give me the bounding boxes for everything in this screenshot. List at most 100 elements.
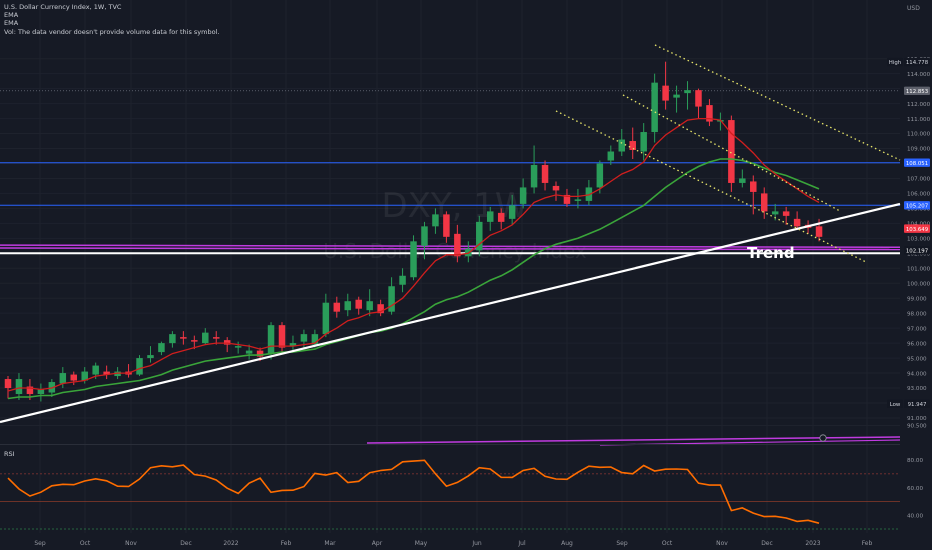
time-tick: Dec: [180, 540, 192, 547]
rsi-tick: 40.00: [907, 513, 923, 519]
candle-up[interactable]: [344, 301, 352, 311]
candle-up[interactable]: [59, 373, 67, 384]
candle-up[interactable]: [640, 132, 647, 152]
candle-up[interactable]: [169, 334, 176, 344]
candle-up[interactable]: [519, 187, 527, 204]
volume-note: Vol: The data vendor doesn't provide vol…: [4, 27, 220, 36]
candle-down[interactable]: [552, 185, 560, 191]
candle-down[interactable]: [728, 120, 735, 183]
candle-up[interactable]: [530, 164, 538, 188]
price-tick: 90.500: [907, 424, 927, 430]
candle-down[interactable]: [180, 337, 187, 339]
candle-down[interactable]: [793, 218, 801, 227]
currency-label: USD: [907, 5, 920, 12]
candle-up[interactable]: [651, 82, 658, 133]
candle-up[interactable]: [311, 334, 319, 345]
candle-up[interactable]: [421, 226, 428, 246]
candle-up[interactable]: [81, 371, 88, 381]
candle-down[interactable]: [191, 340, 198, 342]
candle-up[interactable]: [202, 332, 209, 344]
price-tick: 91.000: [907, 416, 927, 422]
candle-up[interactable]: [618, 139, 626, 152]
candle-down[interactable]: [695, 90, 702, 107]
candle-down[interactable]: [497, 212, 505, 222]
channel-line-middle[interactable]: [622, 94, 841, 212]
candle-up[interactable]: [410, 241, 417, 278]
candle-down[interactable]: [377, 304, 384, 314]
ema-slow-line[interactable]: [7, 158, 820, 400]
candle-down[interactable]: [662, 85, 669, 101]
candle-down[interactable]: [355, 299, 362, 309]
candle-up[interactable]: [300, 334, 308, 342]
candle-down[interactable]: [26, 386, 34, 395]
candle-down[interactable]: [782, 211, 790, 216]
magenta-band-upper[interactable]: [0, 244, 901, 249]
candle-up[interactable]: [267, 325, 275, 354]
lower-magenta-line[interactable]: [366, 436, 901, 444]
candle-down[interactable]: [278, 325, 286, 348]
candle-up[interactable]: [673, 94, 680, 98]
candle-up[interactable]: [136, 358, 143, 375]
candle-up[interactable]: [158, 343, 165, 353]
candle-up[interactable]: [322, 302, 330, 335]
candle-down[interactable]: [70, 374, 78, 381]
candle-down[interactable]: [4, 379, 12, 389]
candle-up[interactable]: [508, 205, 516, 219]
candle-down[interactable]: [629, 141, 636, 151]
ema-fast-legend[interactable]: EMA: [4, 11, 19, 20]
magenta-band-lower[interactable]: [0, 247, 901, 251]
candle-up[interactable]: [585, 187, 593, 201]
candle-up[interactable]: [37, 389, 45, 395]
channel-line-lower[interactable]: [555, 110, 867, 263]
candle-up[interactable]: [432, 214, 439, 227]
candle-up[interactable]: [739, 178, 746, 183]
candle-down[interactable]: [256, 350, 264, 357]
symbol-title[interactable]: U.S. Dollar Currency Index, 1W, TVC: [4, 3, 122, 11]
last-price-badge: 103.649: [906, 227, 929, 233]
candle-down[interactable]: [103, 371, 110, 375]
last-price-badge-bg: [904, 224, 930, 233]
candle-up[interactable]: [114, 371, 121, 377]
candle-up[interactable]: [388, 286, 395, 312]
candle-down[interactable]: [212, 337, 220, 339]
candle-down[interactable]: [443, 214, 450, 237]
rsi-tick: 60.00: [907, 486, 923, 492]
candle-up[interactable]: [234, 346, 242, 348]
candle-up[interactable]: [399, 275, 406, 285]
time-tick: Apr: [372, 540, 383, 547]
candle-up[interactable]: [15, 379, 23, 395]
channel-line-upper[interactable]: [654, 44, 901, 161]
candle-up[interactable]: [147, 355, 154, 359]
candle-down[interactable]: [815, 226, 823, 237]
rsi-tick: 80.00: [907, 458, 923, 464]
trend-line[interactable]: [0, 202, 901, 424]
candle-up[interactable]: [574, 199, 582, 201]
candle-down[interactable]: [760, 193, 768, 212]
candle-up[interactable]: [771, 211, 779, 215]
candle-up[interactable]: [684, 90, 691, 94]
time-tick: Oct: [80, 540, 91, 547]
candle-down[interactable]: [563, 194, 571, 204]
candle-down[interactable]: [333, 302, 341, 312]
candle-up[interactable]: [596, 163, 604, 188]
candle-down[interactable]: [223, 340, 231, 345]
candle-up[interactable]: [92, 365, 99, 375]
ema-slow-legend[interactable]: EMA: [4, 19, 19, 28]
candle-up[interactable]: [607, 151, 615, 161]
candle-down[interactable]: [454, 233, 461, 257]
alert-marker[interactable]: [819, 434, 827, 442]
ema-fast-line[interactable]: [7, 117, 820, 392]
rsi-line[interactable]: [7, 459, 820, 524]
candle-up[interactable]: [476, 221, 483, 251]
high-badge: 114.778: [906, 60, 929, 66]
candle-up[interactable]: [245, 350, 253, 354]
candle-down[interactable]: [706, 105, 713, 122]
candle-down[interactable]: [750, 181, 757, 192]
candle-up[interactable]: [289, 343, 297, 347]
candle-up[interactable]: [366, 301, 373, 311]
candle-down[interactable]: [541, 164, 549, 183]
time-tick: Jul: [517, 540, 526, 547]
candle-up[interactable]: [486, 211, 494, 222]
price-tick: 98.000: [907, 311, 927, 317]
